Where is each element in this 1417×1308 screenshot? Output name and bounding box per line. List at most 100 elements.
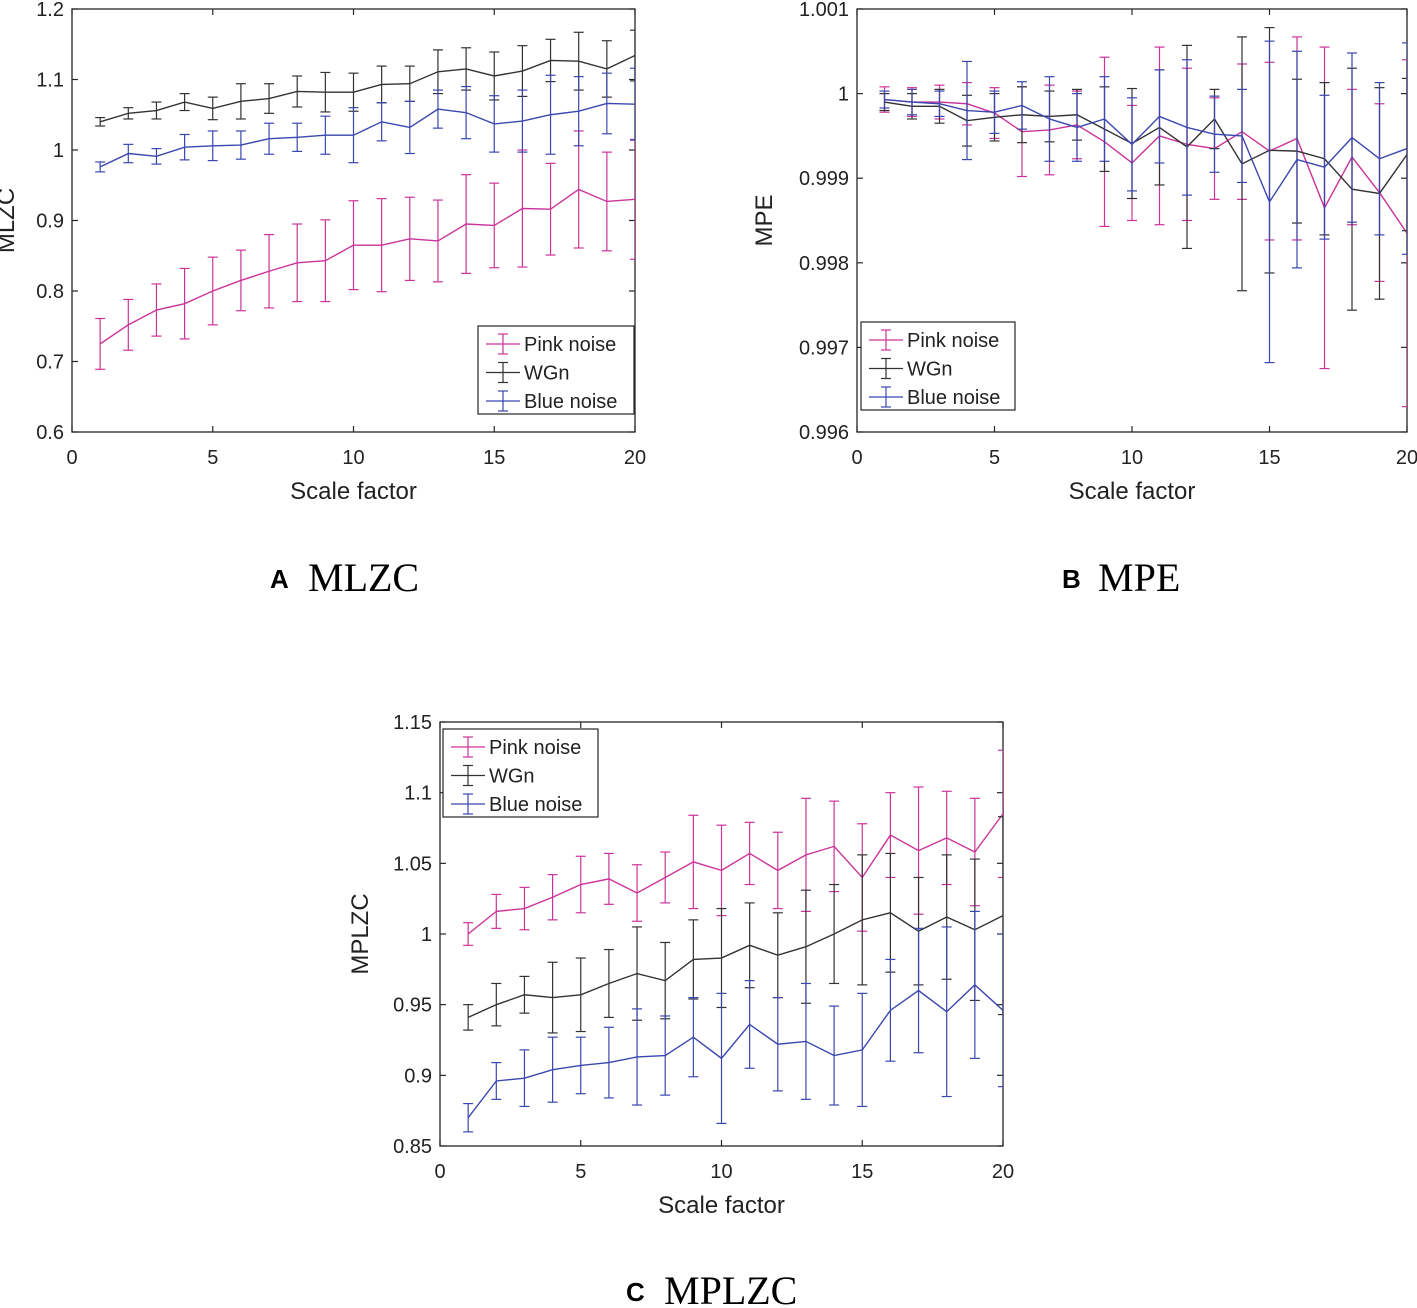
error-bar (432, 199, 443, 283)
x-tick-label: 0 (851, 447, 862, 469)
panel-letter: C (626, 1277, 645, 1307)
y-tick-label: 0.95 (393, 995, 432, 1017)
plot-area (95, 29, 635, 370)
error-bar (879, 90, 890, 109)
legend-entry: Pink noise (486, 333, 616, 356)
error-bar (1209, 95, 1220, 173)
error-bar (179, 267, 190, 340)
error-bar (1347, 52, 1357, 223)
panel-title: MPE (1098, 555, 1180, 600)
error-bar (545, 74, 556, 155)
error-bar (207, 130, 218, 162)
error-bar (1319, 94, 1330, 240)
series-line-blue-noise (99, 102, 635, 168)
error-bar (207, 96, 218, 121)
legend-box (477, 325, 635, 415)
y-tick-label: 0.85 (393, 1136, 432, 1158)
x-tick-label: 5 (575, 1161, 586, 1183)
y-tick-label: 0.9 (404, 1065, 432, 1087)
legend-entry: Blue noise (486, 390, 617, 413)
error-bar (573, 76, 584, 147)
error-bar (962, 60, 972, 161)
legend-label: Pink noise (524, 334, 616, 356)
error-bar (320, 71, 331, 113)
x-tick-label: 20 (624, 447, 646, 469)
error-bar (660, 1015, 671, 1096)
error-bar (998, 933, 1003, 1088)
legend-label: Blue noise (524, 391, 617, 413)
error-bar (123, 107, 134, 120)
error-bar (123, 298, 134, 351)
error-bar (772, 996, 783, 1092)
error-bar (489, 182, 500, 269)
y-tick-label: 0.998 (799, 253, 849, 275)
y-tick-label: 0.996 (799, 422, 849, 444)
x-tick-label: 10 (1121, 447, 1143, 469)
y-tick-label: 1.2 (36, 0, 64, 21)
panel-letter: B (1062, 564, 1081, 594)
error-bar (547, 874, 558, 921)
error-bar (688, 996, 699, 1078)
y-tick-label: 0.999 (799, 168, 849, 190)
error-bar (1402, 59, 1407, 408)
error-bar (1374, 82, 1385, 236)
error-bar (744, 980, 755, 1069)
error-bar (1402, 42, 1407, 255)
panel-letter: A (270, 564, 289, 594)
error-bar (630, 138, 635, 260)
legend-box (860, 321, 1016, 411)
error-bar (1402, 77, 1407, 232)
error-bar (348, 107, 359, 164)
error-bar (1264, 40, 1275, 364)
legend-entry: WGn (486, 361, 570, 385)
legend-label: WGn (489, 766, 535, 788)
series-line-pink-noise (467, 813, 1003, 935)
panel-title: MPLZC (664, 1268, 797, 1308)
series-blue-noise (879, 40, 1407, 364)
error-bar (998, 816, 1003, 1016)
error-bar (292, 122, 303, 153)
x-axis-title: Scale factor (658, 1192, 785, 1219)
error-bar (348, 200, 359, 291)
error-bar (772, 831, 783, 910)
y-tick-label: 1 (421, 924, 432, 946)
error-bar (941, 926, 952, 1098)
plot-area (463, 749, 1003, 1133)
x-tick-label: 10 (710, 1161, 732, 1183)
error-bar (998, 749, 1003, 879)
legend-entry: Pink noise (451, 736, 581, 759)
y-tick-label: 0.6 (36, 422, 64, 444)
y-tick-label: 1.15 (393, 712, 432, 734)
y-tick-label: 1 (838, 84, 849, 106)
error-bar (292, 223, 303, 303)
error-bar (603, 948, 614, 1018)
error-bar (179, 92, 190, 112)
y-tick-label: 0.997 (799, 337, 849, 359)
error-bar (519, 886, 530, 931)
error-bar (463, 1004, 474, 1031)
error-bar (1127, 97, 1137, 192)
error-bar (264, 234, 275, 309)
error-bar (857, 992, 868, 1108)
legend-label: Blue noise (907, 387, 1000, 409)
series-line-blue-noise (884, 98, 1407, 204)
legend-entry: Blue noise (869, 386, 1000, 409)
error-bar (235, 130, 246, 160)
series-line-pink-noise (884, 98, 1407, 234)
x-tick-label: 0 (66, 447, 77, 469)
error-bar (857, 854, 868, 986)
legend: Pink noise WGn Blue noise (860, 321, 1016, 411)
error-bar (376, 102, 387, 142)
series-line-blue-noise (467, 983, 1003, 1119)
error-bar (123, 143, 134, 164)
error-bar (1044, 76, 1055, 162)
error-bar (575, 1036, 586, 1095)
x-tick-label: 0 (434, 1161, 445, 1183)
error-bar (1292, 50, 1302, 269)
x-tick-label: 5 (989, 447, 1000, 469)
error-bar (491, 982, 502, 1027)
y-tick-label: 1 (53, 140, 64, 162)
error-bar (1017, 81, 1027, 130)
series-pink-noise (463, 749, 1003, 946)
error-bar (547, 961, 558, 1034)
